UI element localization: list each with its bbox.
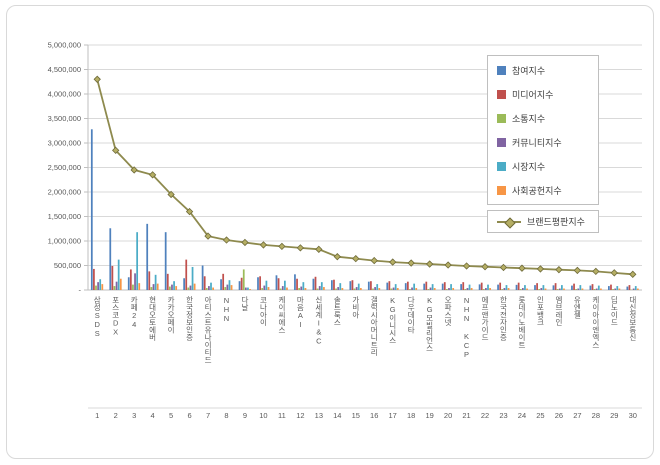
svg-text:500,000: 500,000 xyxy=(54,261,81,270)
svg-text:-: - xyxy=(79,286,82,295)
svg-text:1,500,000: 1,500,000 xyxy=(48,212,81,221)
svg-text:2,000,000: 2,000,000 xyxy=(48,188,81,197)
legend-item-community: 커뮤니티지수 xyxy=(497,136,589,148)
legend-swatch-social-icon xyxy=(497,185,506,195)
legend-item-market: 시장지수 xyxy=(497,160,589,172)
legend-item-media: 미디어지수 xyxy=(497,88,589,100)
legend-label-communication: 소통지수 xyxy=(512,113,546,124)
legend-swatch-community-icon xyxy=(497,137,506,147)
legend-swatch-media-icon xyxy=(497,89,506,99)
legend-diamond-icon xyxy=(504,216,516,229)
svg-text:1,000,000: 1,000,000 xyxy=(48,237,81,246)
legend-label-media: 미디어지수 xyxy=(512,89,554,100)
svg-text:4,000,000: 4,000,000 xyxy=(48,90,81,99)
legend-item-social: 사회공헌지수 xyxy=(497,184,589,196)
legend-label-brand-index: 브랜드평판지수 xyxy=(527,217,585,227)
svg-text:3,000,000: 3,000,000 xyxy=(48,139,81,148)
legend-label-market: 시장지수 xyxy=(512,161,546,172)
legend-label-participation: 참여지수 xyxy=(512,65,546,76)
chart-legend: 참여지수 미디어지수 소통지수 커뮤니티지수 시장지수 사회공헌지수 xyxy=(487,55,599,205)
legend-line-marker-icon xyxy=(497,216,521,229)
legend-item-participation: 참여지수 xyxy=(497,64,589,76)
svg-text:3,500,000: 3,500,000 xyxy=(48,114,81,123)
legend-label-social: 사회공헌지수 xyxy=(512,185,562,196)
legend-label-community: 커뮤니티지수 xyxy=(512,137,562,148)
legend-swatch-market-icon xyxy=(497,161,506,171)
svg-text:4,500,000: 4,500,000 xyxy=(48,65,81,74)
legend-item-communication: 소통지수 xyxy=(497,112,589,124)
svg-text:5,000,000: 5,000,000 xyxy=(48,41,81,50)
chart-line-legend: 브랜드평판지수 xyxy=(487,210,599,233)
legend-swatch-communication-icon xyxy=(497,113,506,123)
legend-swatch-participation-icon xyxy=(497,65,506,75)
svg-text:2,500,000: 2,500,000 xyxy=(48,163,81,172)
